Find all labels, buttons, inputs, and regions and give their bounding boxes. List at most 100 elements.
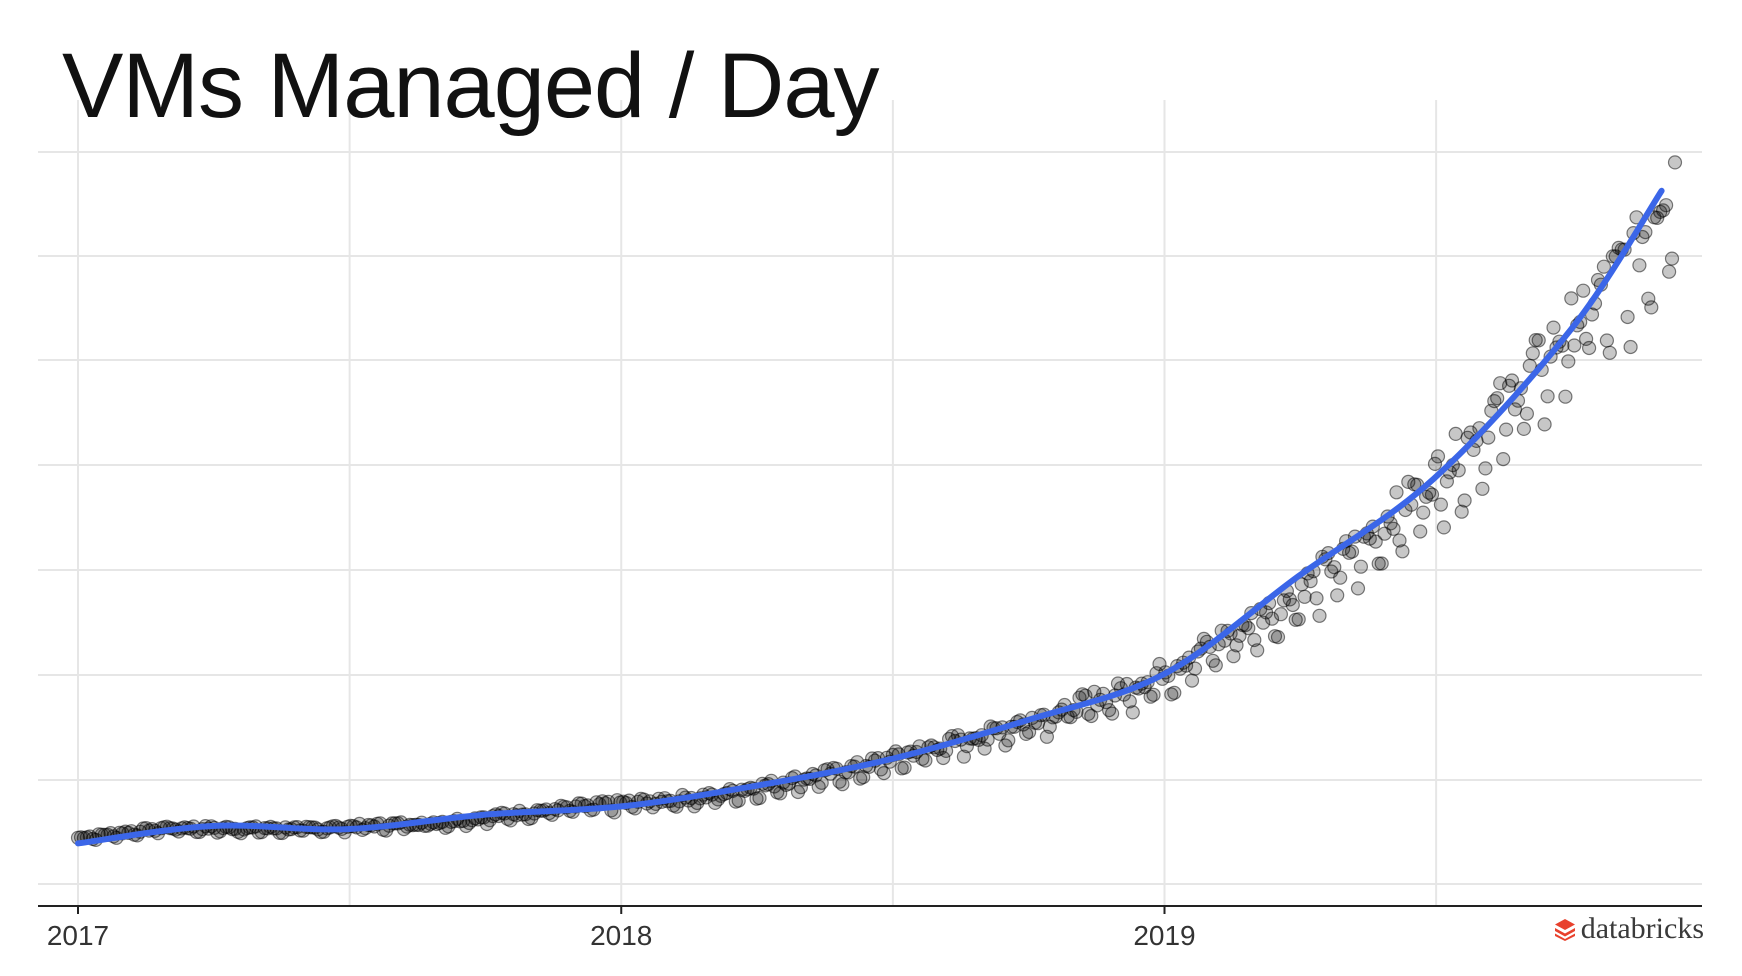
data-point	[1001, 733, 1016, 748]
data-point	[1353, 559, 1369, 574]
data-point	[1416, 505, 1431, 520]
data-point	[1664, 251, 1680, 266]
data-point	[1413, 524, 1428, 539]
data-point	[1632, 258, 1647, 273]
data-point	[1146, 687, 1161, 702]
data-point	[1599, 333, 1615, 348]
data-point	[977, 741, 992, 756]
data-point	[1273, 607, 1289, 622]
data-point	[1504, 373, 1520, 388]
data-point	[1457, 493, 1472, 508]
data-point	[1187, 661, 1203, 676]
data-point	[1496, 452, 1511, 467]
data-points	[70, 155, 1683, 848]
data-point	[1208, 658, 1223, 673]
x-tick-label-2018: 2018	[590, 920, 652, 951]
data-point	[1644, 300, 1659, 315]
data-point	[1433, 497, 1449, 512]
data-point	[1658, 198, 1674, 213]
data-point	[1309, 591, 1324, 606]
data-point	[1285, 597, 1300, 613]
data-point	[1525, 346, 1540, 361]
data-point	[876, 765, 892, 781]
data-point	[752, 790, 767, 806]
data-point	[1270, 629, 1286, 645]
data-point	[1578, 331, 1594, 346]
data-point	[1330, 588, 1345, 603]
data-point	[1531, 333, 1546, 348]
data-point	[1561, 354, 1576, 369]
data-point	[1104, 706, 1120, 721]
data-point	[1537, 417, 1552, 432]
data-point	[1122, 694, 1137, 709]
databricks-stack-icon	[1554, 919, 1575, 941]
brand-logo: databricks	[1553, 912, 1704, 946]
data-point	[1312, 608, 1327, 623]
data-point	[1546, 320, 1561, 335]
x-tick-label-2017: 2017	[47, 920, 109, 951]
data-point	[1623, 339, 1638, 355]
data-point	[1264, 611, 1280, 626]
data-point	[1661, 264, 1677, 279]
data-point	[1386, 521, 1401, 536]
data-point	[1448, 426, 1463, 441]
data-point	[835, 777, 850, 792]
data-point	[1498, 422, 1514, 437]
data-point	[1184, 673, 1200, 688]
data-point	[1392, 533, 1407, 548]
data-point	[1481, 430, 1496, 445]
data-point	[1519, 406, 1535, 421]
data-point	[1451, 463, 1466, 478]
data-point	[1327, 560, 1342, 575]
data-point	[956, 749, 972, 764]
data-point	[1620, 309, 1635, 325]
data-point	[1084, 708, 1099, 724]
data-point	[1424, 487, 1440, 502]
data-point	[1226, 649, 1241, 664]
data-point	[918, 753, 933, 768]
data-point	[1558, 389, 1573, 404]
data-point	[1350, 581, 1366, 596]
x-tick-labels: 2017 2018 2019	[47, 906, 1196, 951]
data-point	[936, 750, 951, 766]
data-point	[897, 760, 912, 775]
data-point	[1454, 504, 1469, 519]
data-point	[1344, 544, 1360, 559]
data-point	[1602, 345, 1617, 360]
data-point	[1389, 485, 1404, 500]
data-point	[1395, 544, 1410, 559]
data-point	[1430, 449, 1446, 464]
data-point	[1427, 456, 1443, 471]
x-tick-label-2019: 2019	[1133, 920, 1195, 951]
data-point	[1475, 481, 1490, 496]
data-point	[1291, 612, 1306, 627]
data-point	[1667, 155, 1683, 170]
data-point	[1439, 474, 1455, 489]
data-point	[1596, 259, 1612, 274]
data-point	[1540, 389, 1555, 404]
data-point	[1368, 534, 1383, 549]
data-point	[1490, 391, 1505, 406]
data-point	[1564, 291, 1579, 306]
data-point	[1250, 643, 1265, 658]
data-point	[1333, 570, 1348, 585]
data-point	[1167, 685, 1182, 700]
data-point	[1241, 620, 1256, 636]
data-point	[1576, 283, 1591, 298]
grid	[38, 100, 1702, 906]
data-point	[1374, 556, 1389, 571]
data-point	[1516, 421, 1532, 436]
data-point	[1377, 526, 1392, 541]
trend-line-layer	[75, 187, 1665, 847]
brand-name: databricks	[1580, 912, 1704, 945]
data-point	[1436, 520, 1452, 535]
data-point	[1478, 461, 1493, 476]
chart-title: VMs Managed / Day	[62, 35, 879, 137]
data-point	[1641, 291, 1656, 306]
data-point	[1581, 340, 1597, 356]
data-point	[1567, 338, 1582, 353]
data-point	[1125, 705, 1140, 720]
data-point	[1232, 628, 1247, 643]
